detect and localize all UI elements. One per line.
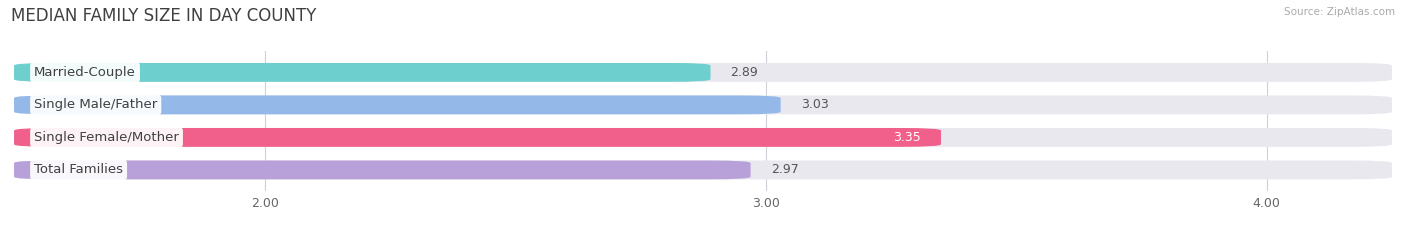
Text: 3.35: 3.35 <box>893 131 921 144</box>
FancyBboxPatch shape <box>14 161 1392 179</box>
FancyBboxPatch shape <box>14 63 1392 82</box>
Text: Total Families: Total Families <box>34 163 124 176</box>
Text: Married-Couple: Married-Couple <box>34 66 136 79</box>
FancyBboxPatch shape <box>14 128 1392 147</box>
FancyBboxPatch shape <box>14 63 710 82</box>
FancyBboxPatch shape <box>14 96 1392 114</box>
FancyBboxPatch shape <box>14 161 751 179</box>
Text: Source: ZipAtlas.com: Source: ZipAtlas.com <box>1284 7 1395 17</box>
Text: MEDIAN FAMILY SIZE IN DAY COUNTY: MEDIAN FAMILY SIZE IN DAY COUNTY <box>11 7 316 25</box>
Text: 3.03: 3.03 <box>800 98 828 111</box>
Text: Single Female/Mother: Single Female/Mother <box>34 131 179 144</box>
Text: 2.89: 2.89 <box>731 66 758 79</box>
Text: 2.97: 2.97 <box>770 163 799 176</box>
FancyBboxPatch shape <box>14 96 780 114</box>
FancyBboxPatch shape <box>14 128 941 147</box>
Text: Single Male/Father: Single Male/Father <box>34 98 157 111</box>
